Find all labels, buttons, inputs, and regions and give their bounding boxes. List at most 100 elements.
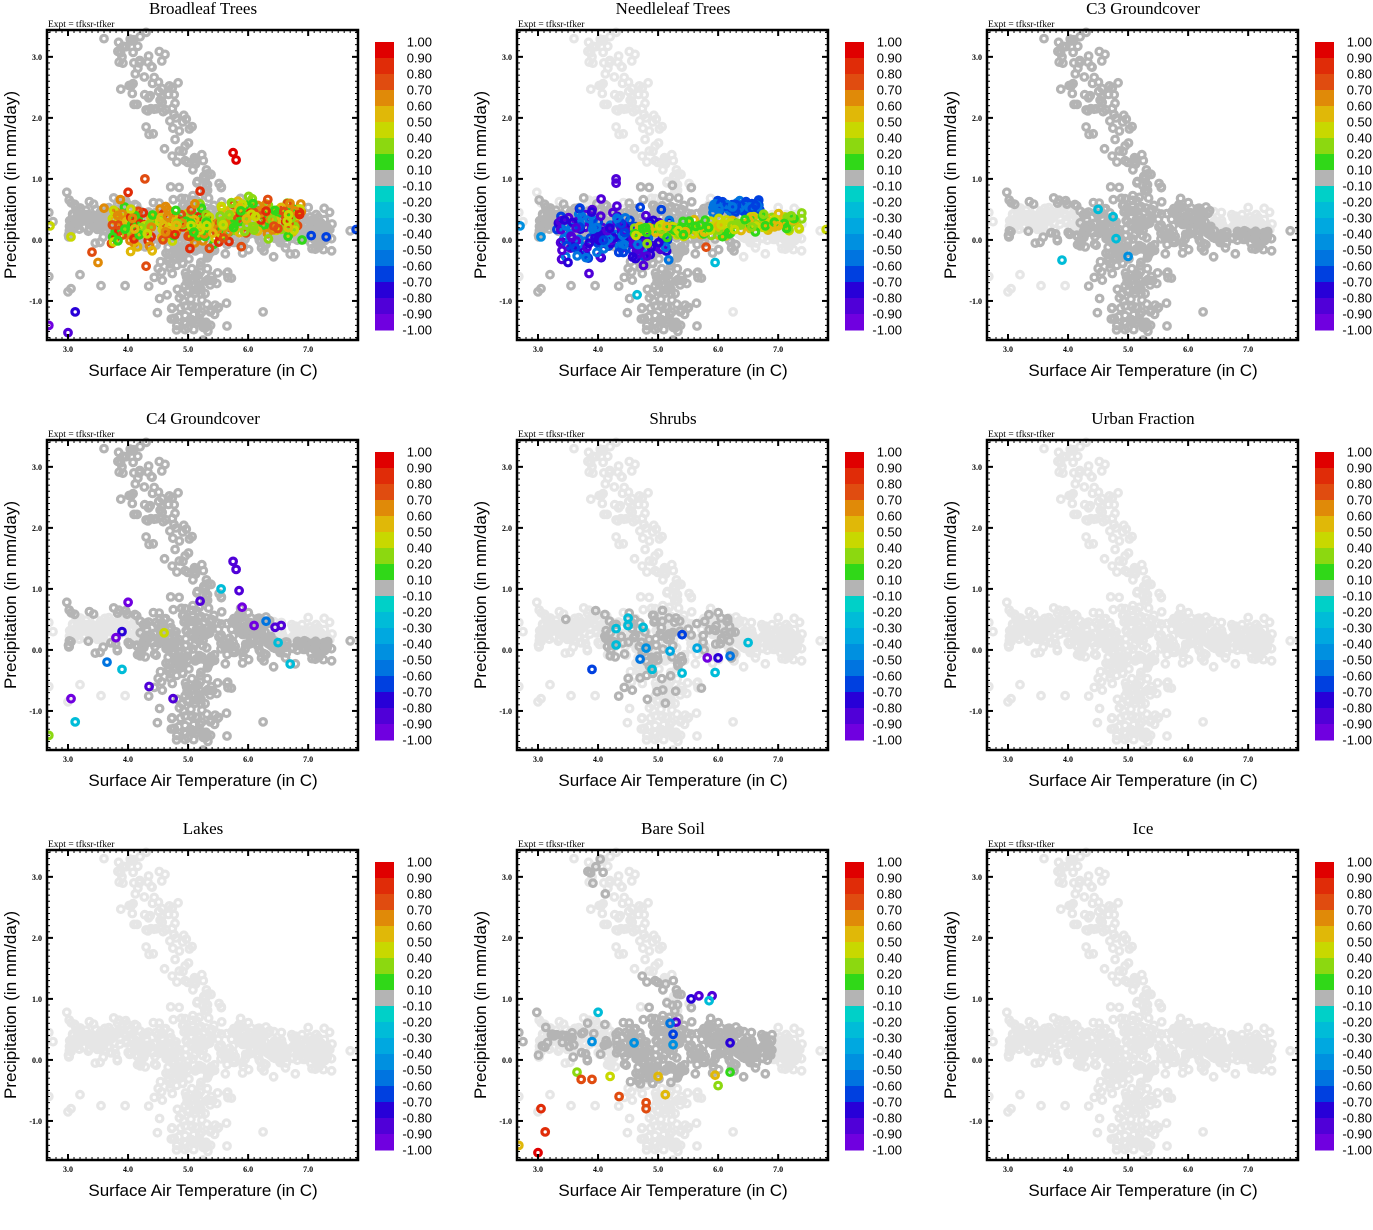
y-axis-label: Precipitation (in mm/day) <box>1 91 20 279</box>
data-point <box>1116 184 1123 191</box>
data-point <box>176 184 183 191</box>
colorbar-label: -0.30 <box>872 211 902 226</box>
panel-title: Needleleaf Trees <box>616 0 731 18</box>
data-point <box>1108 305 1115 312</box>
colorbar-label: 0.10 <box>407 163 432 178</box>
colorbar-segment <box>375 202 394 219</box>
colorbar-label: 0.20 <box>407 557 432 572</box>
data-point <box>205 605 212 612</box>
data-point-masked <box>645 80 652 87</box>
colorbar-label: 0.60 <box>407 99 432 114</box>
data-point <box>172 136 179 143</box>
colorbar-label: 1.00 <box>877 35 902 50</box>
data-point <box>1116 128 1123 135</box>
data-point-masked <box>670 157 677 164</box>
data-point-highlighted <box>72 309 79 316</box>
colorbar-segment <box>1315 266 1334 283</box>
data-point <box>692 251 699 258</box>
colorbar-segment <box>375 186 394 203</box>
colorbar-label: -0.60 <box>402 669 432 684</box>
colorbar-label: -0.20 <box>872 195 902 210</box>
data-point <box>693 300 700 307</box>
data-point-highlighted <box>95 259 102 266</box>
data-point <box>1120 260 1127 267</box>
colorbar: 1.000.900.800.700.600.500.400.200.10-0.1… <box>845 35 902 338</box>
y-tick-label: -1.0 <box>29 707 42 716</box>
colorbar-label: -0.20 <box>402 195 432 210</box>
data-point <box>222 661 229 668</box>
data-point <box>347 638 354 645</box>
data-point <box>176 128 183 135</box>
colorbar-label: 1.00 <box>1347 35 1372 50</box>
x-tick-label: 5.0 <box>653 345 663 354</box>
data-point <box>621 274 628 281</box>
data-point <box>629 277 636 284</box>
data-point <box>154 309 161 316</box>
colorbar-segment <box>1315 314 1334 331</box>
data-point <box>660 326 667 333</box>
colorbar-segment <box>375 170 394 187</box>
colorbar-segment <box>845 42 864 59</box>
colorbar-segment <box>1315 218 1334 235</box>
data-point-masked <box>77 681 84 688</box>
colorbar-segment <box>375 452 394 469</box>
x-tick-label: 7.0 <box>773 345 783 354</box>
data-point <box>224 651 231 658</box>
data-point-highlighted <box>218 586 225 593</box>
x-tick-label: 6.0 <box>243 345 253 354</box>
data-point <box>1040 234 1047 241</box>
x-tick-label: 6.0 <box>243 755 253 764</box>
colorbar-segment <box>375 250 394 267</box>
data-point <box>200 157 207 164</box>
colorbar-segment <box>375 282 394 299</box>
colorbar-label: 0.80 <box>877 67 902 82</box>
data-point <box>615 283 622 290</box>
y-tick-label: 0.0 <box>972 236 982 245</box>
colorbar-segment <box>845 282 864 299</box>
data-point <box>1081 91 1088 98</box>
data-point <box>658 296 665 303</box>
y-tick-label: 2.0 <box>502 114 512 123</box>
data-point-masked <box>1218 209 1225 216</box>
data-point <box>245 609 252 616</box>
data-point <box>568 282 575 289</box>
colorbar-segment <box>1315 58 1334 75</box>
data-point <box>1134 304 1141 311</box>
x-tick-label: 4.0 <box>123 345 133 354</box>
data-point-masked <box>730 309 737 316</box>
points-layer <box>46 439 363 753</box>
colorbar-segment <box>375 548 394 565</box>
data-point <box>326 209 333 216</box>
data-point <box>675 195 682 202</box>
colorbar-segment <box>845 186 864 203</box>
x-tick-label: 4.0 <box>593 345 603 354</box>
colorbar-segment <box>375 484 394 501</box>
data-point <box>1041 35 1048 42</box>
colorbar-label: -0.80 <box>402 701 432 716</box>
data-point <box>141 501 148 508</box>
data-point-masked <box>1017 271 1024 278</box>
expt-label: Expt = tfksr-tfker <box>518 19 585 30</box>
data-point <box>175 80 182 87</box>
data-point-highlighted <box>703 244 710 251</box>
colorbar-segment <box>845 122 864 139</box>
y-tick-label: 3.0 <box>502 53 512 62</box>
data-point <box>174 569 181 576</box>
scatter-plot: Needleleaf Trees Expt = tfksr-tfker 3.0 4.0… <box>470 0 940 410</box>
colorbar-label: 1.00 <box>407 35 432 50</box>
y-tick-label: 1.0 <box>502 175 512 184</box>
data-point <box>1110 196 1117 203</box>
data-point <box>143 534 150 541</box>
y-tick-label: 1.0 <box>32 585 42 594</box>
data-point <box>222 251 229 258</box>
data-point <box>638 305 645 312</box>
data-point-highlighted <box>586 270 593 277</box>
colorbar-label: -0.10 <box>1342 179 1372 194</box>
panel-title: Shrubs <box>649 409 696 428</box>
x-tick-label: 4.0 <box>1063 345 1073 354</box>
colorbar-segment <box>375 468 394 485</box>
data-point <box>168 715 175 722</box>
data-point <box>1130 326 1137 333</box>
colorbar-segment <box>375 516 394 533</box>
